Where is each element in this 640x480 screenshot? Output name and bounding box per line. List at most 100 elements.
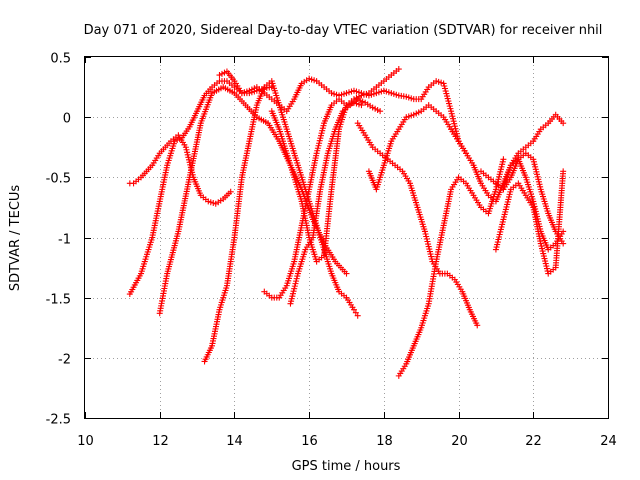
data-point-trail xyxy=(138,236,155,275)
data-point-trail xyxy=(471,164,484,185)
data-point-trail xyxy=(170,134,179,143)
data-point xyxy=(354,312,361,319)
data-point-trail xyxy=(338,98,348,107)
data-point-trail xyxy=(413,109,422,117)
data-point xyxy=(350,306,357,313)
data-point-trail xyxy=(372,146,381,155)
data-point-trail xyxy=(306,152,320,190)
data-point-trail xyxy=(525,152,534,161)
x-tick-label: 14 xyxy=(226,434,243,449)
x-tick-label: 12 xyxy=(152,434,169,449)
data-point-trail xyxy=(284,260,297,287)
y-tick-label: 0.5 xyxy=(50,52,71,67)
data-point-trail xyxy=(493,158,506,190)
data-point-trail xyxy=(426,261,439,305)
data-points xyxy=(126,66,567,379)
x-tick-label: 16 xyxy=(301,434,318,449)
data-point-trail xyxy=(357,97,366,105)
data-point-trail xyxy=(525,140,534,149)
data-point-trail xyxy=(157,273,170,314)
data-point-trail xyxy=(226,80,235,89)
data-point-trail xyxy=(269,110,282,130)
data-point-trail xyxy=(334,260,348,275)
data-point-trail xyxy=(368,86,377,95)
data-point-trail xyxy=(390,90,400,98)
data-point-trail xyxy=(284,128,297,154)
ticks: 10 12 14 16 18 20 22 24 -2.5 -2 -1.5 -1 -0.5 0 0.5 xyxy=(46,52,617,450)
data-point-trail xyxy=(428,80,437,89)
data-point-trail xyxy=(552,170,566,269)
data-point-trail xyxy=(495,182,504,191)
data-point-trail xyxy=(202,345,214,363)
data-point-trail xyxy=(480,206,489,215)
data-point-trail xyxy=(389,128,401,142)
data-point-trail xyxy=(404,345,416,365)
data-point-trail xyxy=(325,128,338,154)
data-point-trail xyxy=(493,218,506,251)
data-point-trail xyxy=(464,152,476,166)
data-point-trail xyxy=(211,80,220,89)
data-point-trail xyxy=(149,200,163,239)
data-point-trail xyxy=(338,290,348,299)
data-point-trail xyxy=(321,188,335,257)
data-point-trail xyxy=(435,110,445,119)
data-point-trail xyxy=(398,92,407,100)
data-point-trail xyxy=(248,85,258,93)
series-track-4 xyxy=(201,78,361,365)
y-tick-label: 0 xyxy=(63,112,71,127)
data-point-trail xyxy=(342,104,351,113)
data-point-trail xyxy=(509,152,520,166)
data-point-trail xyxy=(547,242,557,251)
data-point-trail xyxy=(457,140,468,154)
data-point-trail xyxy=(295,248,308,275)
data-point-trail xyxy=(241,88,250,96)
data-point-trail xyxy=(157,164,170,202)
data-point-trail xyxy=(328,128,342,190)
x-tick-label: 18 xyxy=(376,434,393,449)
data-point-trail xyxy=(291,176,304,202)
data-point-trail xyxy=(256,115,269,125)
data-point-trail xyxy=(419,86,431,100)
data-point-trail xyxy=(460,290,472,311)
data-point-trail xyxy=(308,76,318,84)
series-track-8 xyxy=(287,96,384,307)
data-point-trail xyxy=(299,200,312,239)
data-point-trail xyxy=(453,279,464,293)
series-track-11 xyxy=(395,156,507,379)
data-point-trail xyxy=(239,140,252,178)
data-point-trail xyxy=(397,363,408,377)
data-point-trail xyxy=(390,68,400,77)
data-point-trail xyxy=(353,88,362,96)
data-point-trail xyxy=(464,182,476,196)
data-point-trail xyxy=(207,199,217,207)
data-point-trail xyxy=(246,104,260,142)
data-point-trail xyxy=(209,309,222,347)
data-point-trail xyxy=(375,80,385,89)
series-track-9 xyxy=(354,120,481,329)
data-point-trail xyxy=(467,308,480,327)
data-point-trail xyxy=(222,190,232,201)
x-tick-label: 22 xyxy=(525,434,542,449)
data-point-trail xyxy=(501,164,514,190)
data-point-trail xyxy=(374,164,387,190)
data-point-trail xyxy=(363,134,375,148)
data-point xyxy=(358,102,365,109)
data-point-trail xyxy=(187,122,204,178)
data-point-trail xyxy=(217,285,230,311)
data-point-trail xyxy=(284,152,297,178)
data-point-trail xyxy=(439,270,448,277)
data-point-trail xyxy=(428,104,437,113)
data-point-trail xyxy=(449,176,461,190)
data-point xyxy=(227,188,234,195)
data-point-trail xyxy=(233,86,243,95)
data-point-trail xyxy=(203,86,214,97)
data-point-trail xyxy=(200,194,209,203)
data-point-trail xyxy=(523,176,536,202)
data-point-trail xyxy=(420,104,430,113)
y-tick-label: -2.5 xyxy=(46,413,71,428)
data-point-trail xyxy=(375,88,385,96)
data-point-trail xyxy=(195,94,207,112)
data-point-trail xyxy=(530,206,544,245)
data-point xyxy=(395,66,402,73)
data-point-trail xyxy=(317,152,331,190)
